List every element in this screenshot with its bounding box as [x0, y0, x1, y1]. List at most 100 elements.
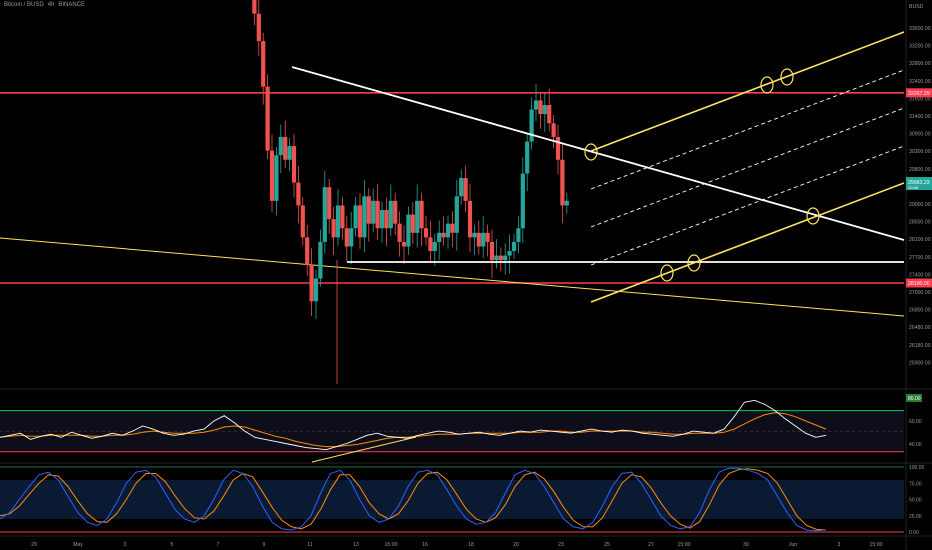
rsi-y-tick: 60.00 [909, 419, 922, 425]
stoch-y-tick: 100.00 [909, 465, 925, 471]
y-tick-label: 26180.00 [909, 343, 931, 349]
y-tick-label: 28100.00 [909, 237, 931, 243]
candle-body [375, 200, 380, 229]
chart-title: Bitcoin / BUSD 4h BINANCE [4, 2, 89, 8]
x-tick-label: 27 [648, 542, 654, 548]
candle-body [296, 182, 301, 206]
candle-body [252, 0, 257, 14]
candle-body [401, 241, 407, 247]
candle-body [406, 214, 411, 247]
candle-body [287, 146, 292, 160]
y-tick-label: 25900.00 [909, 360, 931, 366]
candle-body [269, 150, 275, 201]
candle-body [459, 178, 464, 197]
level-price-label: 28100.00 [908, 281, 930, 287]
y-tick-label: 33600.00 [909, 26, 931, 32]
candle-body [450, 223, 455, 233]
candle-body [397, 223, 402, 242]
candle-body [489, 241, 495, 261]
candle-body [547, 104, 552, 124]
candle-body [441, 232, 446, 238]
candle-body [256, 13, 261, 42]
y-tick-label: 27000.00 [909, 290, 931, 296]
x-tick-label: 23 [558, 542, 564, 548]
x-tick-label: 3 [838, 542, 841, 548]
y-tick-label: 27400.00 [909, 272, 931, 278]
x-tick-label: 15:00 [870, 542, 883, 548]
candle-body [340, 205, 345, 229]
x-tick-label: 18 [468, 542, 474, 548]
candle-body [511, 241, 517, 252]
level-price-tag [906, 278, 932, 288]
long-trendline[interactable] [0, 237, 905, 317]
candle-body [498, 255, 503, 261]
touch-circle-marker [806, 207, 820, 225]
stoch-y-tick: 50.00 [909, 498, 922, 504]
x-tick-label: 20 [513, 542, 519, 548]
y-tick-label: 32800.00 [909, 61, 931, 67]
channel-mid-line[interactable] [590, 69, 905, 190]
candle-body [300, 205, 305, 238]
candle-body [335, 205, 341, 238]
candle-body [485, 232, 490, 242]
candle-body [476, 232, 481, 247]
candle-body [309, 264, 314, 302]
channel-mid-line[interactable] [590, 145, 905, 266]
current-price-tag [906, 177, 932, 190]
x-tick-label: 30 [743, 542, 749, 548]
candle-body [538, 100, 543, 115]
candle-body [344, 228, 349, 247]
candle-body [445, 223, 451, 238]
channel-mid-line[interactable] [590, 107, 905, 228]
candle-body [507, 251, 512, 256]
touch-circle-marker [760, 76, 774, 94]
candle-body [432, 241, 437, 252]
x-tick-label: 15:00 [678, 542, 691, 548]
interval-label: 4h [47, 2, 55, 8]
candle-body [481, 232, 486, 247]
current-price-label: 29983.23 [908, 180, 930, 186]
touch-circle-marker [780, 68, 794, 86]
descending-trendline[interactable] [291, 66, 905, 241]
candle-body [353, 205, 358, 229]
y-tick-label: 27700.00 [909, 255, 931, 261]
x-tick-label: 7 [217, 542, 220, 548]
x-tick-label: 15:00 [385, 542, 398, 548]
candle-body [362, 196, 367, 238]
candle-body [331, 219, 336, 238]
candle-body [529, 109, 534, 142]
symbol-label: Bitcoin / BUSD [4, 2, 44, 8]
candle-body [533, 100, 539, 110]
y-tick-label: 31900.00 [909, 96, 931, 102]
y-tick-label: 29800.00 [909, 167, 931, 173]
candle-body [555, 136, 561, 160]
candle-body [520, 173, 525, 229]
candle-body [472, 232, 477, 238]
candle-body [349, 228, 354, 247]
y-tick-label: 31400.00 [909, 114, 931, 120]
candle-body [274, 155, 279, 201]
candle-body [283, 136, 288, 160]
x-tick-label: 3 [124, 542, 127, 548]
y-tick-label: 32400.00 [909, 79, 931, 85]
rsi-y-tick: 80.00 [908, 396, 921, 402]
x-tick-label: 5 [171, 542, 174, 548]
touch-circle-marker [584, 143, 598, 161]
y-tick-label: 30900.00 [909, 132, 931, 138]
candle-body [454, 196, 459, 233]
stoch-y-tick: 0.00 [909, 530, 919, 536]
x-tick-label: Jun [789, 542, 797, 548]
x-tick-label: 25 [604, 542, 610, 548]
channel-lower-line[interactable] [590, 182, 905, 303]
rsi-trendline[interactable] [311, 436, 417, 463]
candle-body [467, 200, 473, 238]
y-tick-label: 26800.00 [909, 308, 931, 314]
candle-body [437, 232, 442, 242]
candle-body [327, 187, 332, 220]
candle-body [393, 200, 398, 224]
rsi-level-tag [906, 394, 922, 402]
candle-body [560, 159, 565, 206]
y-tick-label: 26480.00 [909, 325, 931, 331]
channel-upper-line[interactable] [590, 31, 905, 152]
